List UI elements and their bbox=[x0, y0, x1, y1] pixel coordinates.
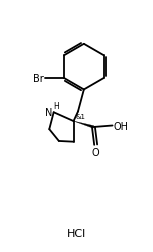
Text: N: N bbox=[45, 107, 52, 117]
Text: H: H bbox=[53, 101, 59, 110]
Text: O: O bbox=[92, 148, 99, 158]
Polygon shape bbox=[74, 122, 94, 129]
Text: OH: OH bbox=[113, 121, 128, 131]
Text: &1: &1 bbox=[75, 113, 85, 119]
Text: HCl: HCl bbox=[67, 228, 86, 238]
Text: Br: Br bbox=[33, 74, 43, 84]
